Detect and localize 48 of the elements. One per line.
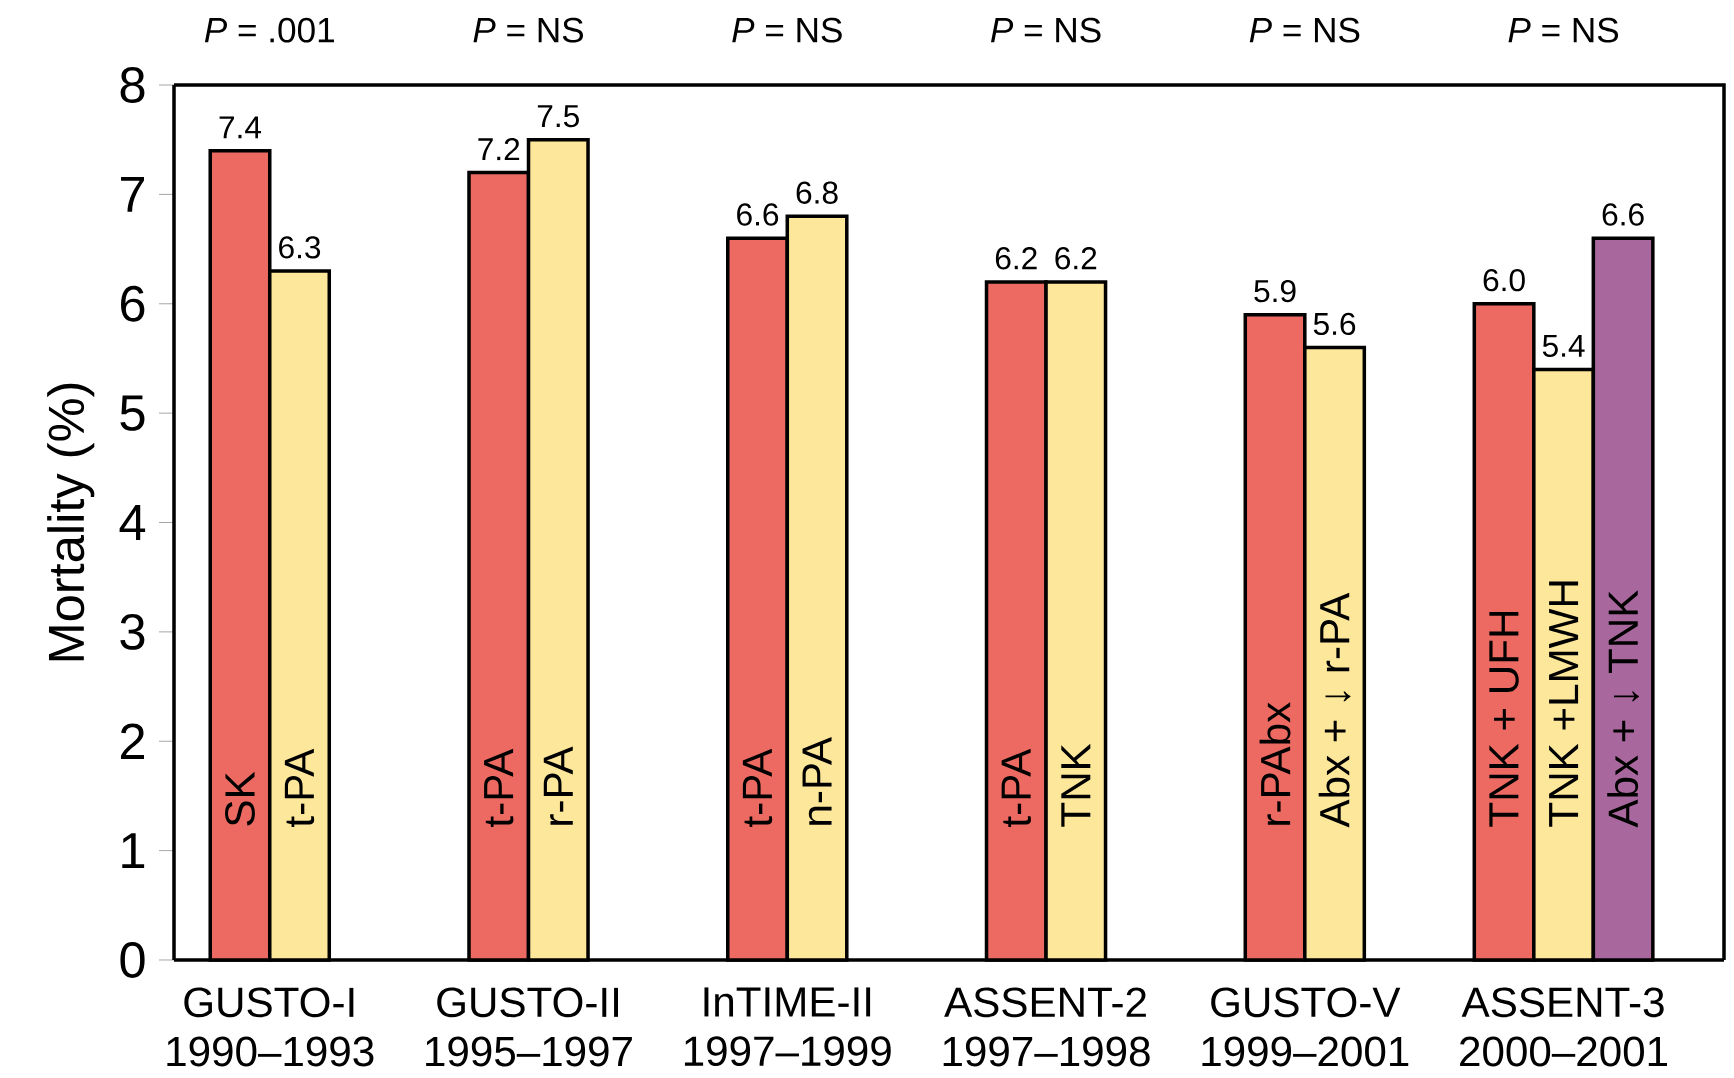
x-tick-label: GUSTO-V 1999–2001 <box>1202 987 1409 1067</box>
annotation: TNK + UFH <box>1489 611 1519 827</box>
y-tick-label: 3 <box>120 613 145 650</box>
annotation: r-PAbx <box>1259 702 1291 825</box>
text: P = NS <box>1508 17 1619 43</box>
data-label: 5.9 <box>1254 279 1296 303</box>
y-tick-label: 1 <box>122 833 145 868</box>
data-label: 5.6 <box>1313 312 1356 336</box>
annotation: r-PA <box>543 746 573 825</box>
y-tick-label: 7 <box>121 176 145 212</box>
x-tick-label: GUSTO-I 1990–1993 <box>167 987 374 1067</box>
text: P = NS <box>732 17 842 43</box>
y-tick-label: 8 <box>120 67 145 103</box>
y-tick-label: 0 <box>120 941 145 978</box>
x-tick-label: InTIME-II 1997–1999 <box>684 987 891 1066</box>
x-tick-label: GUSTO-II 1995–1997 <box>426 987 632 1067</box>
annotation: t-PA <box>742 748 773 827</box>
y-tick-label: 2 <box>120 723 145 759</box>
y-tick-label: 4 <box>119 504 146 540</box>
data-label: 6.8 <box>796 181 838 204</box>
annotation: t-PA <box>484 748 514 827</box>
annotation: Abx + ↓ r-PA <box>1318 592 1351 828</box>
data-label: 7.4 <box>219 116 262 139</box>
x-tick-label: ASSENT-3 2000–2001 <box>1460 987 1667 1067</box>
text: P = NS <box>473 17 584 43</box>
data-label: 6.2 <box>995 246 1037 270</box>
text: P = NS <box>1249 17 1360 43</box>
data-label: 6.6 <box>737 203 779 226</box>
annotation: SK <box>225 771 255 826</box>
data-label: 7.2 <box>478 137 520 161</box>
y-tick-label: 6 <box>121 285 145 322</box>
annotation: t-PA <box>284 748 315 827</box>
text: P = NS <box>990 17 1101 43</box>
data-label: 6.6 <box>1602 203 1644 226</box>
data-label: 6.3 <box>279 236 321 259</box>
data-label: 7.5 <box>537 105 579 128</box>
annotation: TNK +LMWH <box>1549 581 1579 827</box>
y-axis-title: Mortality (%) <box>47 383 95 661</box>
annotation: Abx + ↓ TNK <box>1607 590 1639 828</box>
y-tick-label: 5 <box>120 395 145 431</box>
data-label: 5.4 <box>1542 334 1585 357</box>
data-label: 6.0 <box>1483 268 1525 292</box>
annotation: t-PA <box>1001 748 1031 827</box>
annotation: n-PA <box>802 736 832 825</box>
annotation: TNK <box>1061 743 1091 827</box>
x-tick-label: ASSENT-2 1997–1998 <box>943 987 1150 1067</box>
text: P = .001 <box>204 17 334 43</box>
data-label: 6.2 <box>1055 246 1097 270</box>
